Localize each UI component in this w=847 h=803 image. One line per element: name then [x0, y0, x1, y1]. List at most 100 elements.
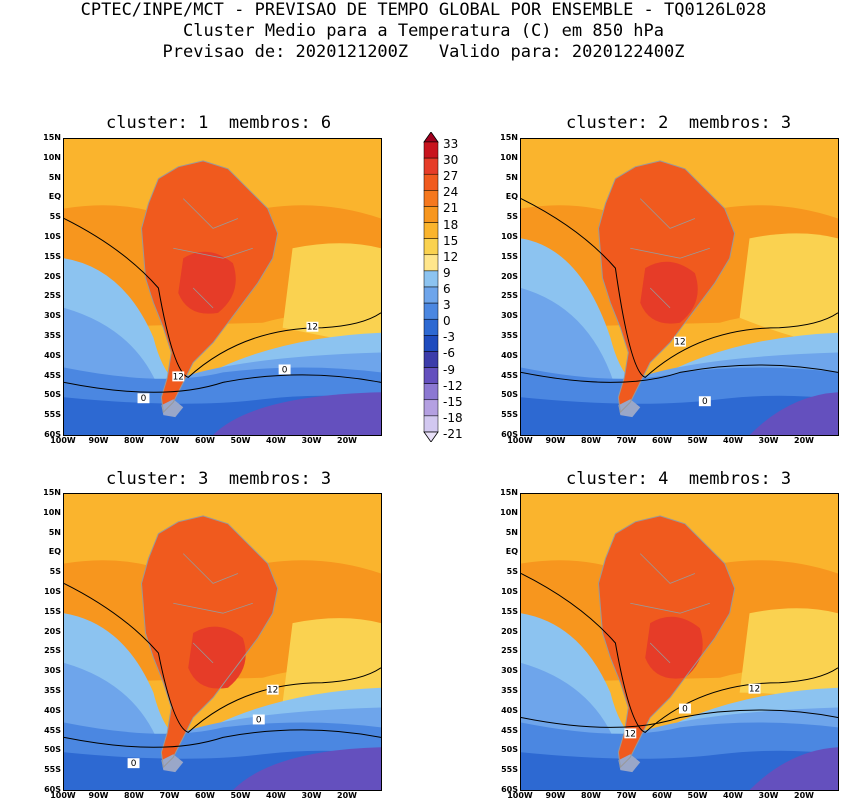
contour-label: 12	[624, 728, 637, 739]
colorbar-label: 9	[443, 265, 451, 280]
colorbar-swatch	[423, 286, 439, 304]
lat-label: 25S	[501, 646, 518, 656]
lon-label: 100W	[50, 436, 76, 445]
lat-label: 40S	[501, 705, 518, 715]
colorbar-swatch	[423, 157, 439, 175]
map-canvas: 12 12 0	[521, 494, 838, 790]
contour-label: 0	[137, 393, 150, 404]
lon-label: 90W	[88, 436, 109, 445]
panel-4-title: cluster: 4 membros: 3	[566, 469, 792, 489]
colorbar-label: 21	[443, 201, 459, 216]
colorbar-label: -21	[443, 427, 463, 441]
svg-text:12: 12	[173, 372, 184, 382]
lon-label: 20W	[794, 791, 814, 800]
colorbar-label: -6	[443, 346, 455, 361]
colorbar-top-arrow	[423, 132, 439, 143]
lat-label: 10S	[44, 232, 61, 241]
lat-label: 30S	[44, 666, 61, 676]
colorbar-label: 24	[443, 185, 459, 200]
lat-label: 15S	[501, 251, 518, 261]
lat-label: 10N	[500, 152, 518, 162]
lat-label: 40S	[44, 705, 61, 715]
colorbar-swatch	[423, 415, 439, 433]
lat-label: 50S	[501, 390, 518, 400]
colorbar-label: 18	[443, 217, 459, 232]
lon-label: 100W	[507, 436, 533, 445]
lat-label: 50S	[44, 390, 61, 400]
colorbar-label: 6	[443, 282, 451, 296]
colorbar-swatch	[423, 254, 439, 272]
colorbar-label: 3	[443, 298, 451, 313]
lon-label: 40W	[723, 436, 743, 445]
colorbar-swatch	[423, 238, 439, 256]
lat-label: 10S	[501, 587, 518, 596]
colorbar-label: 33	[443, 137, 459, 151]
lat-label: 60S	[501, 430, 518, 439]
contour-label: 0	[679, 703, 691, 715]
map-panel-3: 12 0 0	[63, 493, 382, 791]
colorbar-swatch	[423, 367, 439, 384]
svg-text:0: 0	[282, 365, 288, 375]
colorbar-swatch	[423, 351, 439, 368]
lon-label: 60W	[652, 791, 672, 800]
colorbar-swatch	[423, 270, 439, 288]
lat-label: 5S	[49, 212, 61, 222]
lat-label: 20S	[501, 626, 518, 636]
svg-text:12: 12	[674, 338, 685, 348]
lon-label: 50W	[687, 791, 708, 800]
lat-label: 5N	[505, 172, 518, 182]
lat-label: 10S	[501, 232, 518, 241]
lon-label: 40W	[266, 791, 286, 800]
colorbar-label: 27	[443, 169, 459, 184]
lon-label: 90W	[88, 791, 109, 800]
svg-text:0: 0	[256, 715, 262, 725]
lat-label: 15N	[500, 133, 518, 142]
lat-label: 30S	[44, 311, 61, 321]
lat-label: 35S	[44, 331, 61, 340]
colorbar-swatch	[423, 173, 439, 191]
lat-label: 55S	[501, 765, 518, 775]
colorbar-swatch	[423, 302, 439, 320]
lat-label: 10N	[43, 507, 61, 517]
lat-label: 5S	[49, 567, 61, 577]
lat-label: 60S	[501, 785, 518, 794]
colorbar-label: -12	[443, 378, 463, 393]
lat-label: 20S	[501, 271, 518, 281]
contour-label: 12	[674, 336, 686, 348]
lon-label: 70W	[159, 791, 180, 800]
map-panel-1: 12 12 0 0	[63, 138, 382, 436]
lat-label: 5N	[505, 527, 518, 537]
lat-label: 15N	[43, 133, 61, 142]
lon-label: 80W	[581, 436, 601, 445]
lat-label: 10N	[500, 507, 518, 517]
lat-label: 55S	[44, 410, 61, 420]
colorbar-swatch	[423, 190, 439, 207]
lon-label: 30W	[301, 791, 322, 800]
lon-label: 50W	[687, 436, 708, 445]
lon-label: 70W	[616, 436, 637, 445]
lat-label: 40S	[44, 350, 61, 360]
lon-label: 70W	[159, 436, 180, 445]
lon-label: 60W	[195, 436, 215, 445]
lon-label: 90W	[545, 436, 566, 445]
colorbar-label: -9	[443, 362, 455, 377]
lat-label: 10N	[43, 152, 61, 162]
contour-label: 0	[698, 396, 711, 407]
lat-label: 50S	[501, 745, 518, 755]
lat-label: 60S	[44, 430, 61, 439]
lat-label: 15N	[500, 488, 518, 497]
lon-label: 20W	[337, 436, 357, 445]
colorbar-swatch	[423, 141, 439, 159]
lat-label: 60S	[44, 785, 61, 794]
lat-label: 30S	[501, 311, 518, 321]
colorbar-label: 12	[443, 249, 459, 264]
lon-label: 50W	[230, 436, 251, 445]
lat-label: EQ	[505, 547, 518, 557]
lon-label: 30W	[758, 436, 779, 445]
header-line-2: Cluster Medio para a Temperatura (C) em …	[182, 21, 665, 41]
colorbar-swatch	[423, 399, 439, 417]
panel-1-title: cluster: 1 membros: 6	[106, 113, 332, 133]
svg-text:12: 12	[267, 686, 278, 696]
map-panel-4: 12 12 0	[520, 493, 839, 791]
lat-label: 35S	[44, 686, 61, 695]
